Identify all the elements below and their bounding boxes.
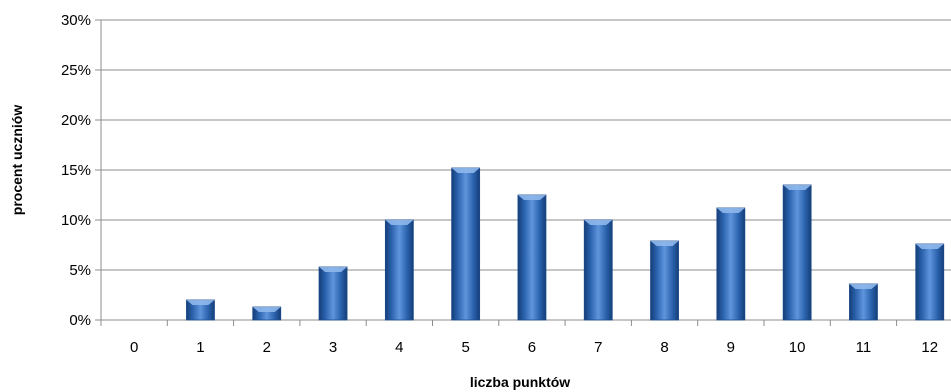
bar-5 [451, 167, 481, 321]
bar-8 [650, 240, 679, 321]
y-tick-labels: 0% 5% 10% 15% 20% 25% 30% [61, 12, 91, 329]
bar-body [650, 240, 679, 321]
bar-body [716, 207, 746, 321]
bar-body [451, 167, 481, 321]
x-tick-label: 11 [856, 339, 872, 356]
x-tick-label: 5 [461, 339, 469, 356]
x-tick-label: 3 [329, 339, 337, 356]
bar-top-highlight [252, 307, 281, 312]
y-tick-label: 15% [61, 162, 91, 179]
bar-12 [915, 243, 945, 321]
bar-body [782, 184, 812, 321]
bar-body [583, 219, 613, 321]
bar-body [517, 194, 547, 321]
bar-7 [583, 219, 613, 321]
y-tick-label: 20% [61, 112, 91, 129]
bar-top-highlight [385, 220, 414, 225]
x-tick-label: 9 [727, 339, 735, 356]
bar-top-highlight [915, 244, 944, 249]
bar-2 [252, 306, 282, 321]
x-tick-label: 10 [789, 339, 806, 356]
axes [100, 20, 898, 326]
bar-top-highlight [451, 168, 480, 173]
bar-body [384, 219, 414, 321]
bar-top-highlight [186, 300, 215, 305]
x-tick-label: 2 [263, 339, 271, 356]
bar-4 [384, 219, 414, 321]
bar-10 [782, 184, 812, 321]
bar-top-highlight [319, 267, 348, 272]
bar-top-highlight [584, 220, 613, 225]
y-axis-title: procent uczniów [9, 105, 25, 216]
bar-top-highlight [783, 185, 812, 190]
x-tick-labels: 0 1 2 3 4 5 6 7 8 9 10 11 12 [130, 339, 938, 356]
y-tick-label: 10% [61, 212, 91, 229]
bar-top-highlight [650, 241, 679, 246]
y-tick-label: 5% [69, 262, 91, 279]
x-tick-label: 8 [660, 339, 668, 356]
x-tick-label: 1 [196, 339, 204, 356]
y-tick-label: 30% [61, 12, 91, 29]
x-tick-label: 12 [921, 339, 938, 356]
x-tick-label: 7 [594, 339, 602, 356]
bar-6 [517, 194, 547, 321]
bar-body [849, 283, 878, 321]
bar-1 [186, 299, 215, 321]
bar-body [318, 266, 348, 321]
bar-top-highlight [716, 208, 745, 213]
x-axis-title: liczba punktów [470, 374, 570, 390]
x-tick-label: 4 [395, 339, 403, 356]
bar-top-highlight [517, 195, 546, 200]
x-tick-label: 0 [130, 339, 138, 356]
bar-11 [849, 283, 878, 321]
y-tick-label: 0% [69, 312, 91, 329]
bar-body [915, 243, 945, 321]
bar-top-highlight [849, 284, 878, 289]
bar-9 [716, 207, 746, 321]
bar-3 [318, 266, 348, 321]
bars [186, 167, 945, 321]
x-tick-label: 6 [528, 339, 536, 356]
y-tick-label: 25% [61, 62, 91, 79]
